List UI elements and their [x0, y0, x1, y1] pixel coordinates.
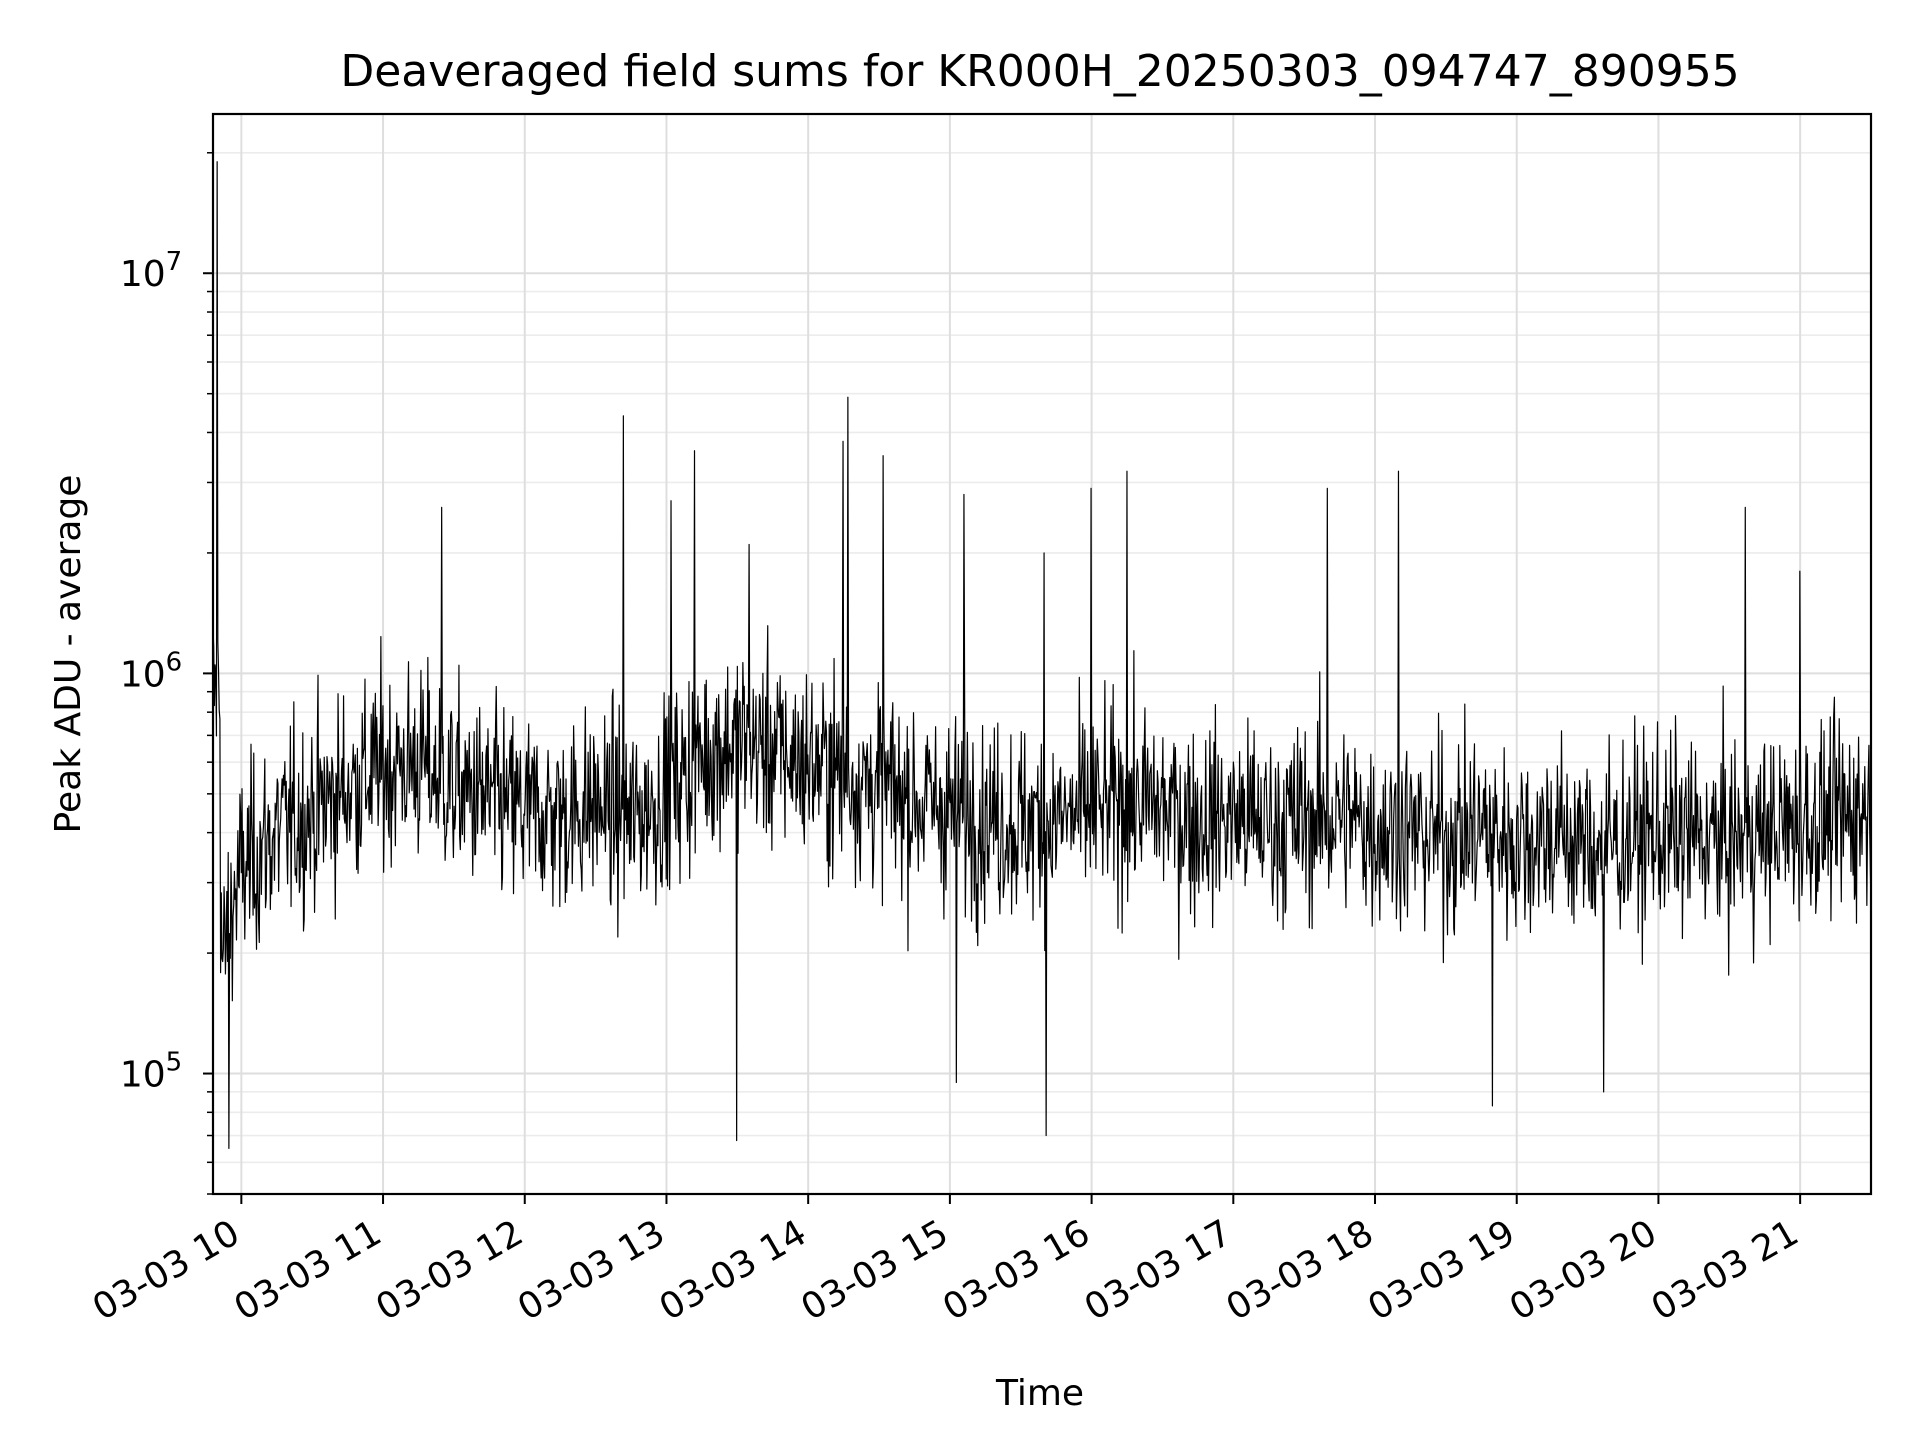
- chart-title: Deaveraged field sums for KR000H_2025030…: [340, 46, 1739, 97]
- y-tick-label: 105: [120, 1048, 182, 1096]
- plot-area: [212, 161, 1872, 1150]
- y-axis-label: Peak ADU - average: [48, 475, 89, 834]
- plot-frame: [211, 112, 1873, 1196]
- y-tick-label: 106: [120, 647, 182, 695]
- series-line: [212, 161, 1872, 1150]
- y-tick-label: 107: [120, 247, 182, 295]
- x-axis-label: Time: [995, 1373, 1084, 1414]
- y-axis: 105 106 107: [120, 152, 213, 1195]
